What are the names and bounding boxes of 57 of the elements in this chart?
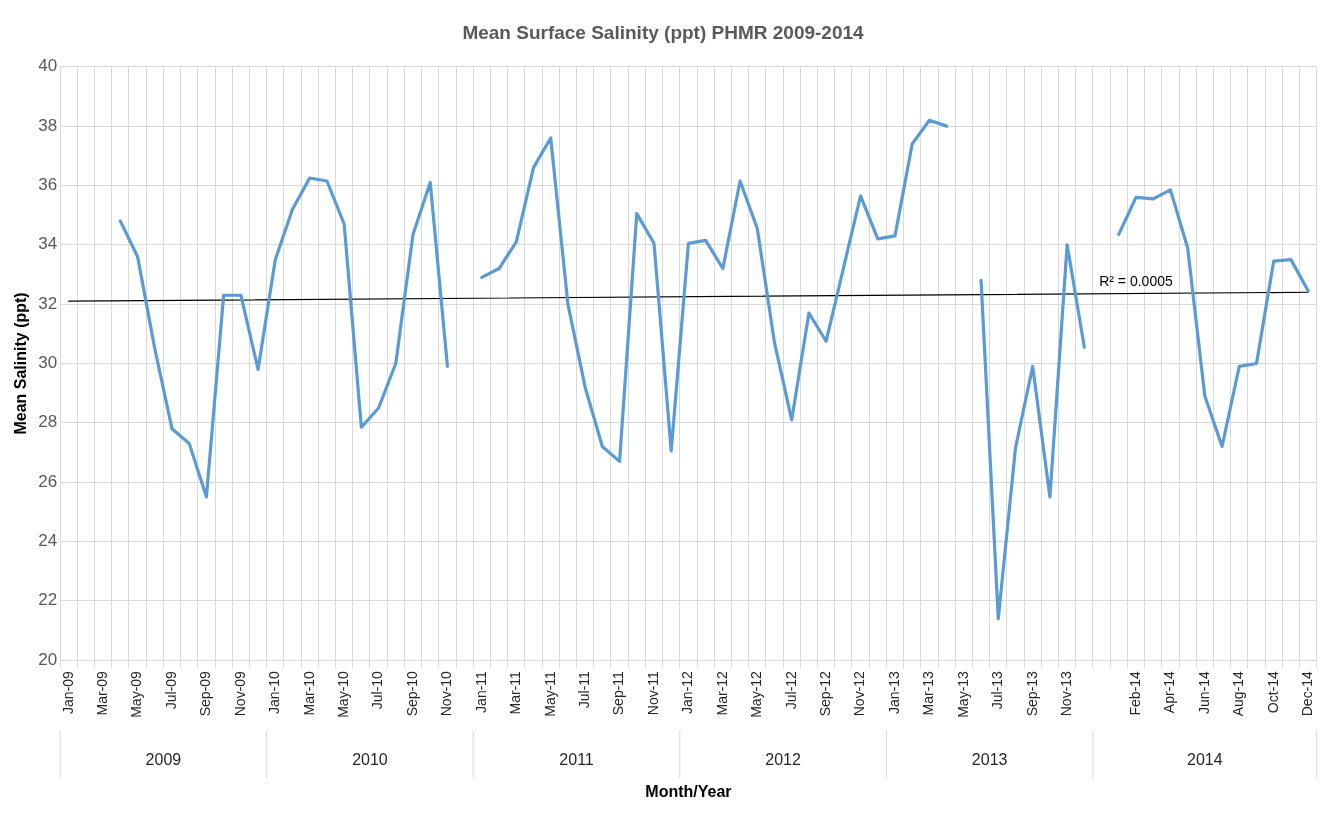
y-tick-label: 28 <box>38 412 58 432</box>
x-tick-label: Dec-14 <box>1298 670 1315 717</box>
text: 2014 <box>1187 750 1223 768</box>
x-tick-label: Mar-12 <box>713 670 730 716</box>
x-tick-label: Sep-11 <box>610 670 627 716</box>
y-tick-label: 38 <box>38 115 58 135</box>
y-tick-label: 24 <box>38 531 58 551</box>
x-tick-label: Aug-14 <box>1230 670 1247 717</box>
x-tick-label: Sep-12 <box>817 670 833 717</box>
x-tick-label: Nov-12 <box>851 670 868 717</box>
x-tick-label: Nov-10 <box>438 670 455 717</box>
y-tick-label: 40 <box>38 56 58 76</box>
x-tick-label: Jan-12 <box>679 670 696 714</box>
x-tick-label: Sep-13 <box>1023 670 1040 717</box>
y-tick-label: 26 <box>38 471 58 491</box>
chart-title: Mean Surface Salinity (ppt) PHMR 2009-2014 <box>462 21 865 43</box>
y-axis-title: Mean Salinity (ppt) <box>12 292 30 435</box>
y-tick-label: 34 <box>38 234 58 254</box>
y-tick-label: 32 <box>38 293 58 313</box>
text: 2013 <box>971 750 1008 768</box>
x-tick-label: Feb-14 <box>1126 670 1143 716</box>
x-tick-label: May-13 <box>954 670 971 718</box>
x-tick-label: Nov-13 <box>1057 670 1074 717</box>
x-tick-label: Nov-09 <box>231 670 248 717</box>
x-tick-label: Mar-11 <box>507 670 524 715</box>
text: 2011 <box>559 750 594 768</box>
x-tick-label: Jul-12 <box>782 670 799 710</box>
text: 2009 <box>145 750 182 768</box>
x-tick-label: Jul-11 <box>576 670 592 709</box>
x-axis-title: Month/Year <box>645 782 732 800</box>
x-tick-label: Apr-14 <box>1161 670 1178 714</box>
x-tick-label: Jan-13 <box>885 670 902 714</box>
x-tick-label: May-11 <box>541 670 558 717</box>
x-tick-label: May-10 <box>335 670 351 718</box>
y-tick-label: 20 <box>38 649 58 669</box>
x-tick-label: Nov-11 <box>644 670 661 716</box>
x-tick-label: Jul-13 <box>989 670 1006 710</box>
x-tick-label: Jul-10 <box>369 670 386 710</box>
x-tick-label: Jan-09 <box>59 670 76 714</box>
x-tick-label: Mar-13 <box>920 670 937 716</box>
x-tick-label: Oct-14 <box>1264 670 1281 714</box>
x-tick-label: Mar-09 <box>94 670 110 716</box>
text: 2012 <box>765 750 801 768</box>
text: 2010 <box>352 750 388 768</box>
x-tick-label: Sep-09 <box>197 670 214 717</box>
annotation: R² = 0.0005 <box>1099 272 1173 289</box>
x-tick-label: Jan-11 <box>472 670 489 713</box>
x-tick-label: May-09 <box>128 670 145 718</box>
x-tick-label: Jul-09 <box>162 670 179 710</box>
y-tick-label: 22 <box>38 590 58 610</box>
x-tick-label: Jan-10 <box>266 670 283 714</box>
y-tick-label: 30 <box>38 353 58 373</box>
x-tick-label: May-12 <box>748 670 765 718</box>
x-tick-label: Sep-10 <box>403 670 420 717</box>
x-tick-label: Jun-14 <box>1195 670 1212 714</box>
x-tick-label: Mar-10 <box>300 670 317 716</box>
y-tick-label: 36 <box>38 175 58 195</box>
